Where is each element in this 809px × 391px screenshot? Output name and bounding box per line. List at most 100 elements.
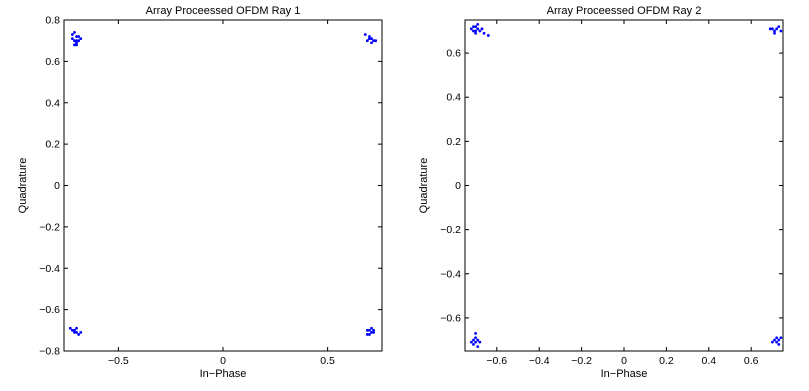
data-point (777, 342, 781, 346)
data-point (79, 330, 83, 334)
data-point (478, 340, 482, 344)
data-point (368, 37, 371, 41)
plot-frame (63, 19, 383, 352)
data-point (77, 39, 81, 43)
data-point (75, 43, 78, 47)
data-point (472, 338, 475, 342)
y-tick-label: −0.6 (39, 304, 60, 316)
data-point (472, 29, 475, 33)
data-point (365, 328, 369, 332)
x-tick-label: 0.4 (701, 355, 716, 367)
data-point (486, 34, 490, 37)
data-point (73, 31, 76, 34)
data-point (73, 328, 76, 332)
data-point (472, 25, 475, 29)
data-point (68, 326, 72, 330)
y-tick-label: 0.4 (45, 97, 60, 109)
x-tick-label: 0.5 (320, 355, 335, 367)
data-point (469, 27, 473, 31)
x-tick-label: 0.6 (744, 355, 759, 367)
y-tick-label: 0.6 (446, 48, 461, 60)
data-point (370, 41, 373, 45)
chart-ray-2: Array Proceessed OFDM Ray 2 −0.6 −0.4 −0.2 0… (418, 5, 784, 380)
data-point (370, 326, 373, 330)
y-tick-label: 0 (455, 180, 461, 192)
data-point (779, 29, 783, 33)
y-tick-label: −0.2 (39, 221, 60, 233)
data-point (476, 345, 480, 348)
x-axis-label: In−Phase (200, 368, 247, 380)
data-point (773, 338, 776, 342)
data-point (469, 340, 473, 344)
data-point (775, 340, 779, 344)
data-point (363, 33, 367, 36)
x-axis-label: In−Phase (601, 368, 648, 380)
data-point (775, 27, 779, 31)
data-point (70, 37, 74, 41)
x-tick-label: −0.2 (571, 355, 592, 367)
data-point (73, 39, 76, 43)
y-tick-label: 0.6 (45, 56, 60, 68)
chart-title: Array Proceessed OFDM Ray 2 (547, 5, 702, 17)
data-point (370, 37, 373, 41)
data-point (73, 43, 76, 47)
data-point (77, 333, 81, 336)
data-point (365, 39, 369, 43)
data-point (474, 336, 477, 340)
x-tick-label: 0 (621, 355, 627, 367)
y-tick-label: 0.8 (45, 15, 60, 27)
data-point (368, 35, 371, 38)
data-point (478, 29, 482, 33)
y-tick-label: 0.2 (45, 139, 60, 151)
y-axis-label: Quadrature (418, 158, 430, 214)
data-point (372, 328, 376, 332)
data-point (70, 328, 74, 332)
y-tick-label: −0.6 (440, 312, 461, 324)
y-tick-label: 0.2 (446, 136, 461, 148)
y-tick-label: 0 (54, 180, 60, 192)
data-point (482, 31, 486, 35)
data-point (75, 326, 78, 330)
data-point (773, 29, 776, 33)
data-point (777, 25, 781, 29)
data-point (374, 39, 378, 43)
chart-ray-1: Array Proceessed OFDM Ray 1 −0.5 0 0.5 −0.8 −… (17, 5, 383, 380)
data-point (70, 33, 74, 36)
data-point (476, 23, 480, 26)
data-point (474, 29, 477, 33)
data-point (777, 338, 781, 342)
data-point (474, 340, 477, 344)
data-point (779, 336, 783, 340)
data-point (75, 330, 78, 334)
data-point (474, 31, 477, 35)
data-point (365, 333, 369, 336)
data-point (75, 41, 78, 45)
data-point (370, 330, 373, 334)
x-tick-label: 0.2 (659, 355, 674, 367)
data-point (474, 25, 477, 29)
chart-title: Array Proceessed OFDM Ray 1 (146, 5, 301, 17)
y-tick-label: −0.4 (440, 268, 461, 280)
data-point (73, 330, 76, 334)
data-point (75, 35, 78, 38)
data-point (476, 27, 480, 31)
data-point (771, 340, 774, 344)
data-point (472, 342, 475, 346)
x-tick-label: −0.5 (108, 355, 129, 367)
x-tick-label: −0.6 (486, 355, 507, 367)
y-axis-label: Quadrature (17, 158, 29, 214)
y-tick-label: −0.4 (39, 263, 60, 275)
y-tick-label: −0.8 (39, 346, 60, 358)
data-point (474, 331, 477, 335)
data-point (368, 333, 371, 336)
data-point (372, 39, 376, 43)
data-point (480, 27, 484, 31)
y-tick-label: −0.2 (440, 224, 461, 236)
data-point (372, 330, 376, 334)
data-point (476, 338, 480, 342)
data-point (768, 27, 772, 31)
plot-frame (464, 19, 784, 352)
data-point (771, 27, 774, 31)
data-point (79, 37, 83, 41)
data-point (773, 31, 776, 35)
